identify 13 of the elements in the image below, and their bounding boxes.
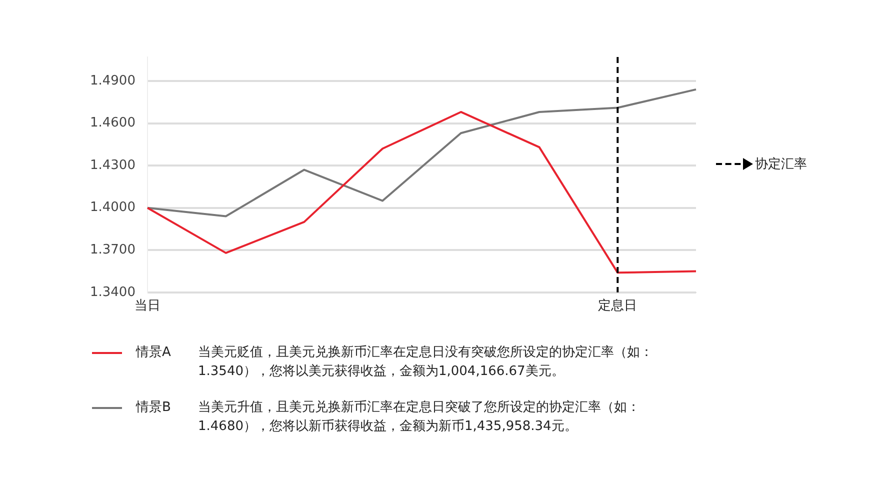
y-tick-label: 1.4900 [90,73,136,88]
text: 当美元升值，且美元兑换新币汇率在定息日突破了您所设定的协定汇率（如：1.4680），您将以新币获得收益，金额为新币1,435,958.34元。 [198,399,641,436]
legend-label: 情景A [136,344,172,362]
legend-label: 情景B [136,399,172,417]
text: 协定汇率 [755,156,807,173]
text: 当美元贬值，且美元兑换新币汇率在定息日没有突破您所设定的协定汇率（如：1.3540），您将以美元获得收益，金额为1,004,166.67美元。 [198,344,654,381]
x-tick-label: 定息日 [598,298,638,314]
y-tick-label: 1.3400 [90,284,136,300]
y-tick-label: 1.3700 [90,242,136,258]
y-tick-label: 1.4300 [90,158,136,173]
y-tick-label: 1.4600 [90,116,136,131]
x-tick-label: 当日 [134,298,160,314]
y-tick-label: 1.4000 [90,200,136,216]
